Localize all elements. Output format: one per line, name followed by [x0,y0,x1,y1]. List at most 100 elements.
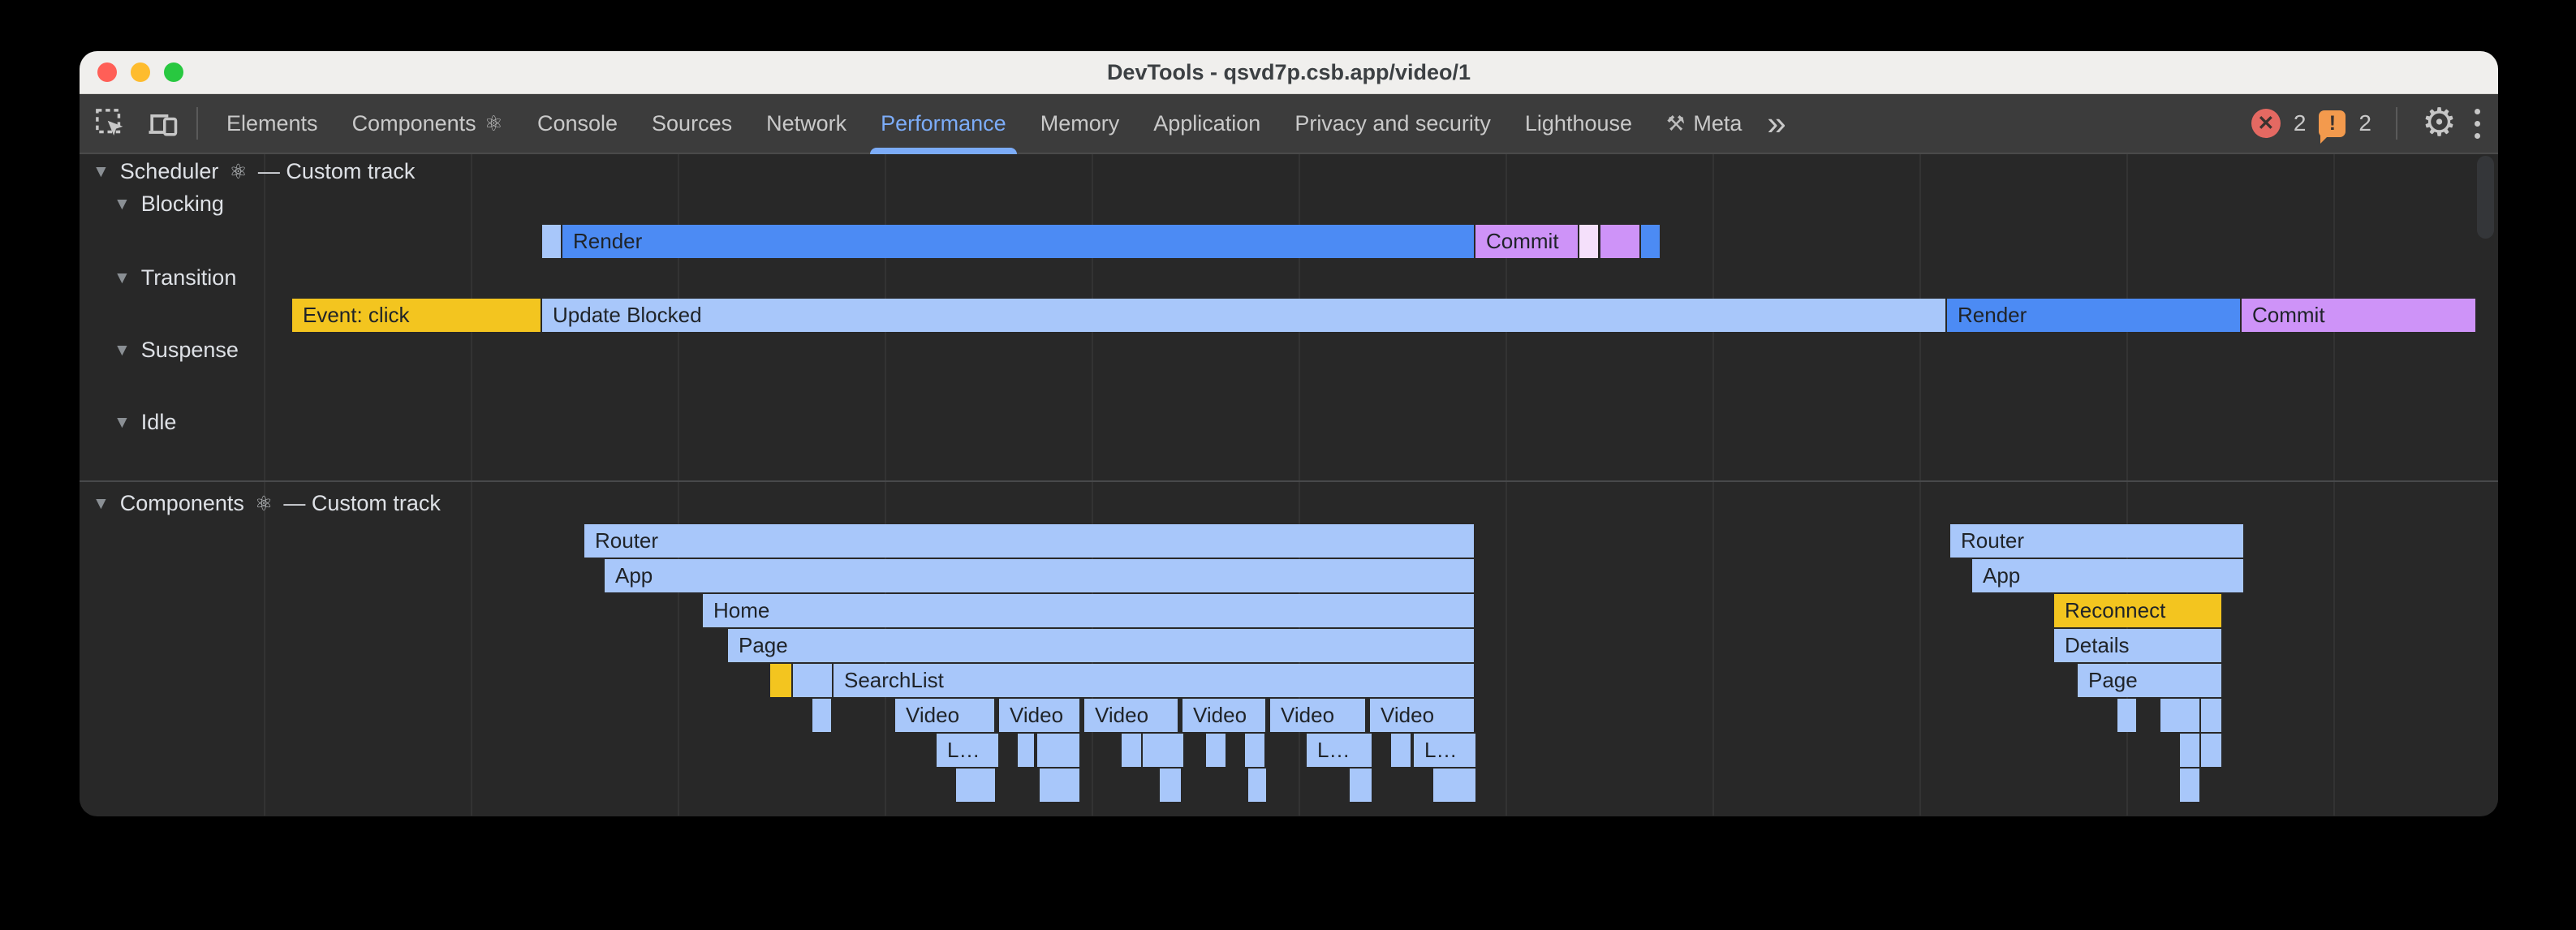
component-bar-l[interactable]: L… [1414,734,1475,767]
timeline-content: ▼ Scheduler ⚛ — Custom track ▼ Blocking … [80,154,2498,816]
component-bar-segment[interactable] [2117,699,2136,732]
tab-label: Meta [1693,110,1742,136]
error-count: 2 [2293,110,2307,136]
track-separator [80,480,2498,482]
collapse-triangle-icon[interactable]: ▼ [93,493,110,513]
component-bar-segment[interactable] [2160,699,2199,732]
collapse-triangle-icon[interactable]: ▼ [114,412,131,432]
scheduler-bar-render[interactable]: Render [562,225,1474,258]
warning-badge-icon[interactable]: ! [2319,110,2346,144]
component-bar-page[interactable]: Page [2078,664,2221,697]
tab-label: Application [1153,110,1261,136]
vertical-scrollbar-thumb[interactable] [2477,156,2494,239]
close-window-button[interactable] [97,62,117,82]
component-bar-segment[interactable] [1391,734,1411,767]
tab-sources[interactable]: Sources [635,94,749,153]
error-badge-icon[interactable]: ✕ [2251,109,2281,138]
scheduler-bar-segment[interactable] [1641,225,1660,258]
tab-elements[interactable]: Elements [209,94,335,153]
minimize-window-button[interactable] [131,62,150,82]
tab-components[interactable]: Components ⚛ [335,94,520,153]
collapse-triangle-icon[interactable]: ▼ [114,268,131,287]
lane-idle[interactable]: ▼ Idle [114,410,176,435]
component-bar-video[interactable]: Video [1182,699,1265,732]
component-bar-router[interactable]: Router [1950,524,2243,558]
component-bar-segment[interactable] [812,699,831,732]
tab-performance[interactable]: Performance [864,94,1023,154]
component-bar-home[interactable]: Home [703,594,1474,627]
component-bar-segment[interactable] [1040,769,1079,802]
component-bar-video[interactable]: Video [1370,699,1474,732]
component-bar-segment[interactable] [1350,769,1372,802]
component-bar-details[interactable]: Details [2054,629,2221,662]
component-bar-app[interactable]: App [605,559,1474,592]
scheduler-bar-commit[interactable]: Commit [2242,299,2475,332]
component-bar-l[interactable]: L… [937,734,998,767]
scheduler-bar-commit[interactable]: Commit [1475,225,1578,258]
scheduler-bar-event-click[interactable]: Event: click [292,299,541,332]
component-bar-segment[interactable] [1245,734,1264,767]
react-atom-icon: ⚛ [484,110,503,136]
tab-network[interactable]: Network [749,94,864,153]
component-bar-l[interactable]: L… [1307,734,1372,767]
component-bar-segment[interactable] [1248,769,1266,802]
kebab-menu-icon[interactable] [2470,104,2485,144]
collapse-triangle-icon[interactable]: ▼ [114,194,131,213]
component-bar-segment[interactable] [1206,734,1226,767]
scheduler-bar-render[interactable]: Render [1947,299,2240,332]
scheduler-bar-segment[interactable] [1600,225,1639,258]
lane-transition[interactable]: ▼ Transition [114,265,236,291]
devtools-window: DevTools - qsvd7p.csb.app/video/1 [80,51,2498,816]
component-bar-segment[interactable] [1433,769,1475,802]
settings-gear-icon[interactable]: ⚙ [2421,101,2457,144]
component-bar-segment[interactable] [1018,734,1034,767]
component-bar-segment[interactable] [2201,699,2221,732]
tab-label: Sources [652,110,733,136]
device-toolbar-icon[interactable] [144,105,180,141]
collapse-triangle-icon[interactable]: ▼ [114,340,131,360]
tab-privacy-and-security[interactable]: Privacy and security [1277,94,1508,153]
lane-suspense[interactable]: ▼ Suspense [114,338,239,363]
toolbar-right: ✕ 2 ! 2 ⚙ [2251,104,2485,144]
component-bar-app[interactable]: App [1972,559,2243,592]
component-bar-video[interactable]: Video [999,699,1079,732]
tab-application[interactable]: Application [1136,94,1277,153]
tab-memory[interactable]: Memory [1023,94,1137,153]
tab-label: Components [351,110,476,136]
scheduler-track-suffix: — Custom track [257,159,416,183]
component-bar-segment[interactable] [1037,734,1079,767]
scheduler-track-header[interactable]: ▼ Scheduler ⚛ — Custom track [93,159,415,184]
component-bar-segment[interactable] [2201,734,2221,767]
component-bar-segment[interactable] [793,664,832,697]
tab-lighthouse[interactable]: Lighthouse [1508,94,1649,153]
component-bar-video[interactable]: Video [1084,699,1178,732]
more-tabs-icon[interactable]: » [1767,104,1786,142]
inspect-element-icon[interactable] [93,105,128,141]
tab-console[interactable]: Console [520,94,635,153]
component-bar-video[interactable]: Video [895,699,994,732]
component-bar-segment[interactable] [2180,769,2199,802]
component-bar-segment[interactable] [770,664,791,697]
collapse-triangle-icon[interactable]: ▼ [93,161,110,181]
component-bar-video[interactable]: Video [1270,699,1365,732]
component-bar-searchlist[interactable]: SearchList [834,664,1474,697]
component-bar-segment[interactable] [1160,769,1181,802]
component-bar-router[interactable]: Router [584,524,1474,558]
tab-label: Lighthouse [1524,110,1633,136]
gridline [1299,154,1300,816]
component-bar-segment[interactable] [1143,734,1183,767]
tab-label: Privacy and security [1294,110,1491,136]
scheduler-bar-segment[interactable] [542,225,561,258]
component-bar-segment[interactable] [1122,734,1141,767]
component-bar-segment[interactable] [2180,734,2199,767]
scheduler-bar-segment[interactable] [1579,225,1598,258]
scheduler-bar-update-blocked[interactable]: Update Blocked [542,299,1945,332]
component-bar-page[interactable]: Page [728,629,1474,662]
zoom-window-button[interactable] [164,62,183,82]
tab-strip: Elements Components ⚛ Console Sources Network… [209,94,1759,154]
components-track-header[interactable]: ▼ Components ⚛ — Custom track [93,491,441,516]
component-bar-reconnect[interactable]: Reconnect [2054,594,2221,627]
component-bar-segment[interactable] [956,769,995,802]
lane-blocking[interactable]: ▼ Blocking [114,192,224,217]
tab-meta[interactable]: ⚒ Meta [1649,94,1759,153]
